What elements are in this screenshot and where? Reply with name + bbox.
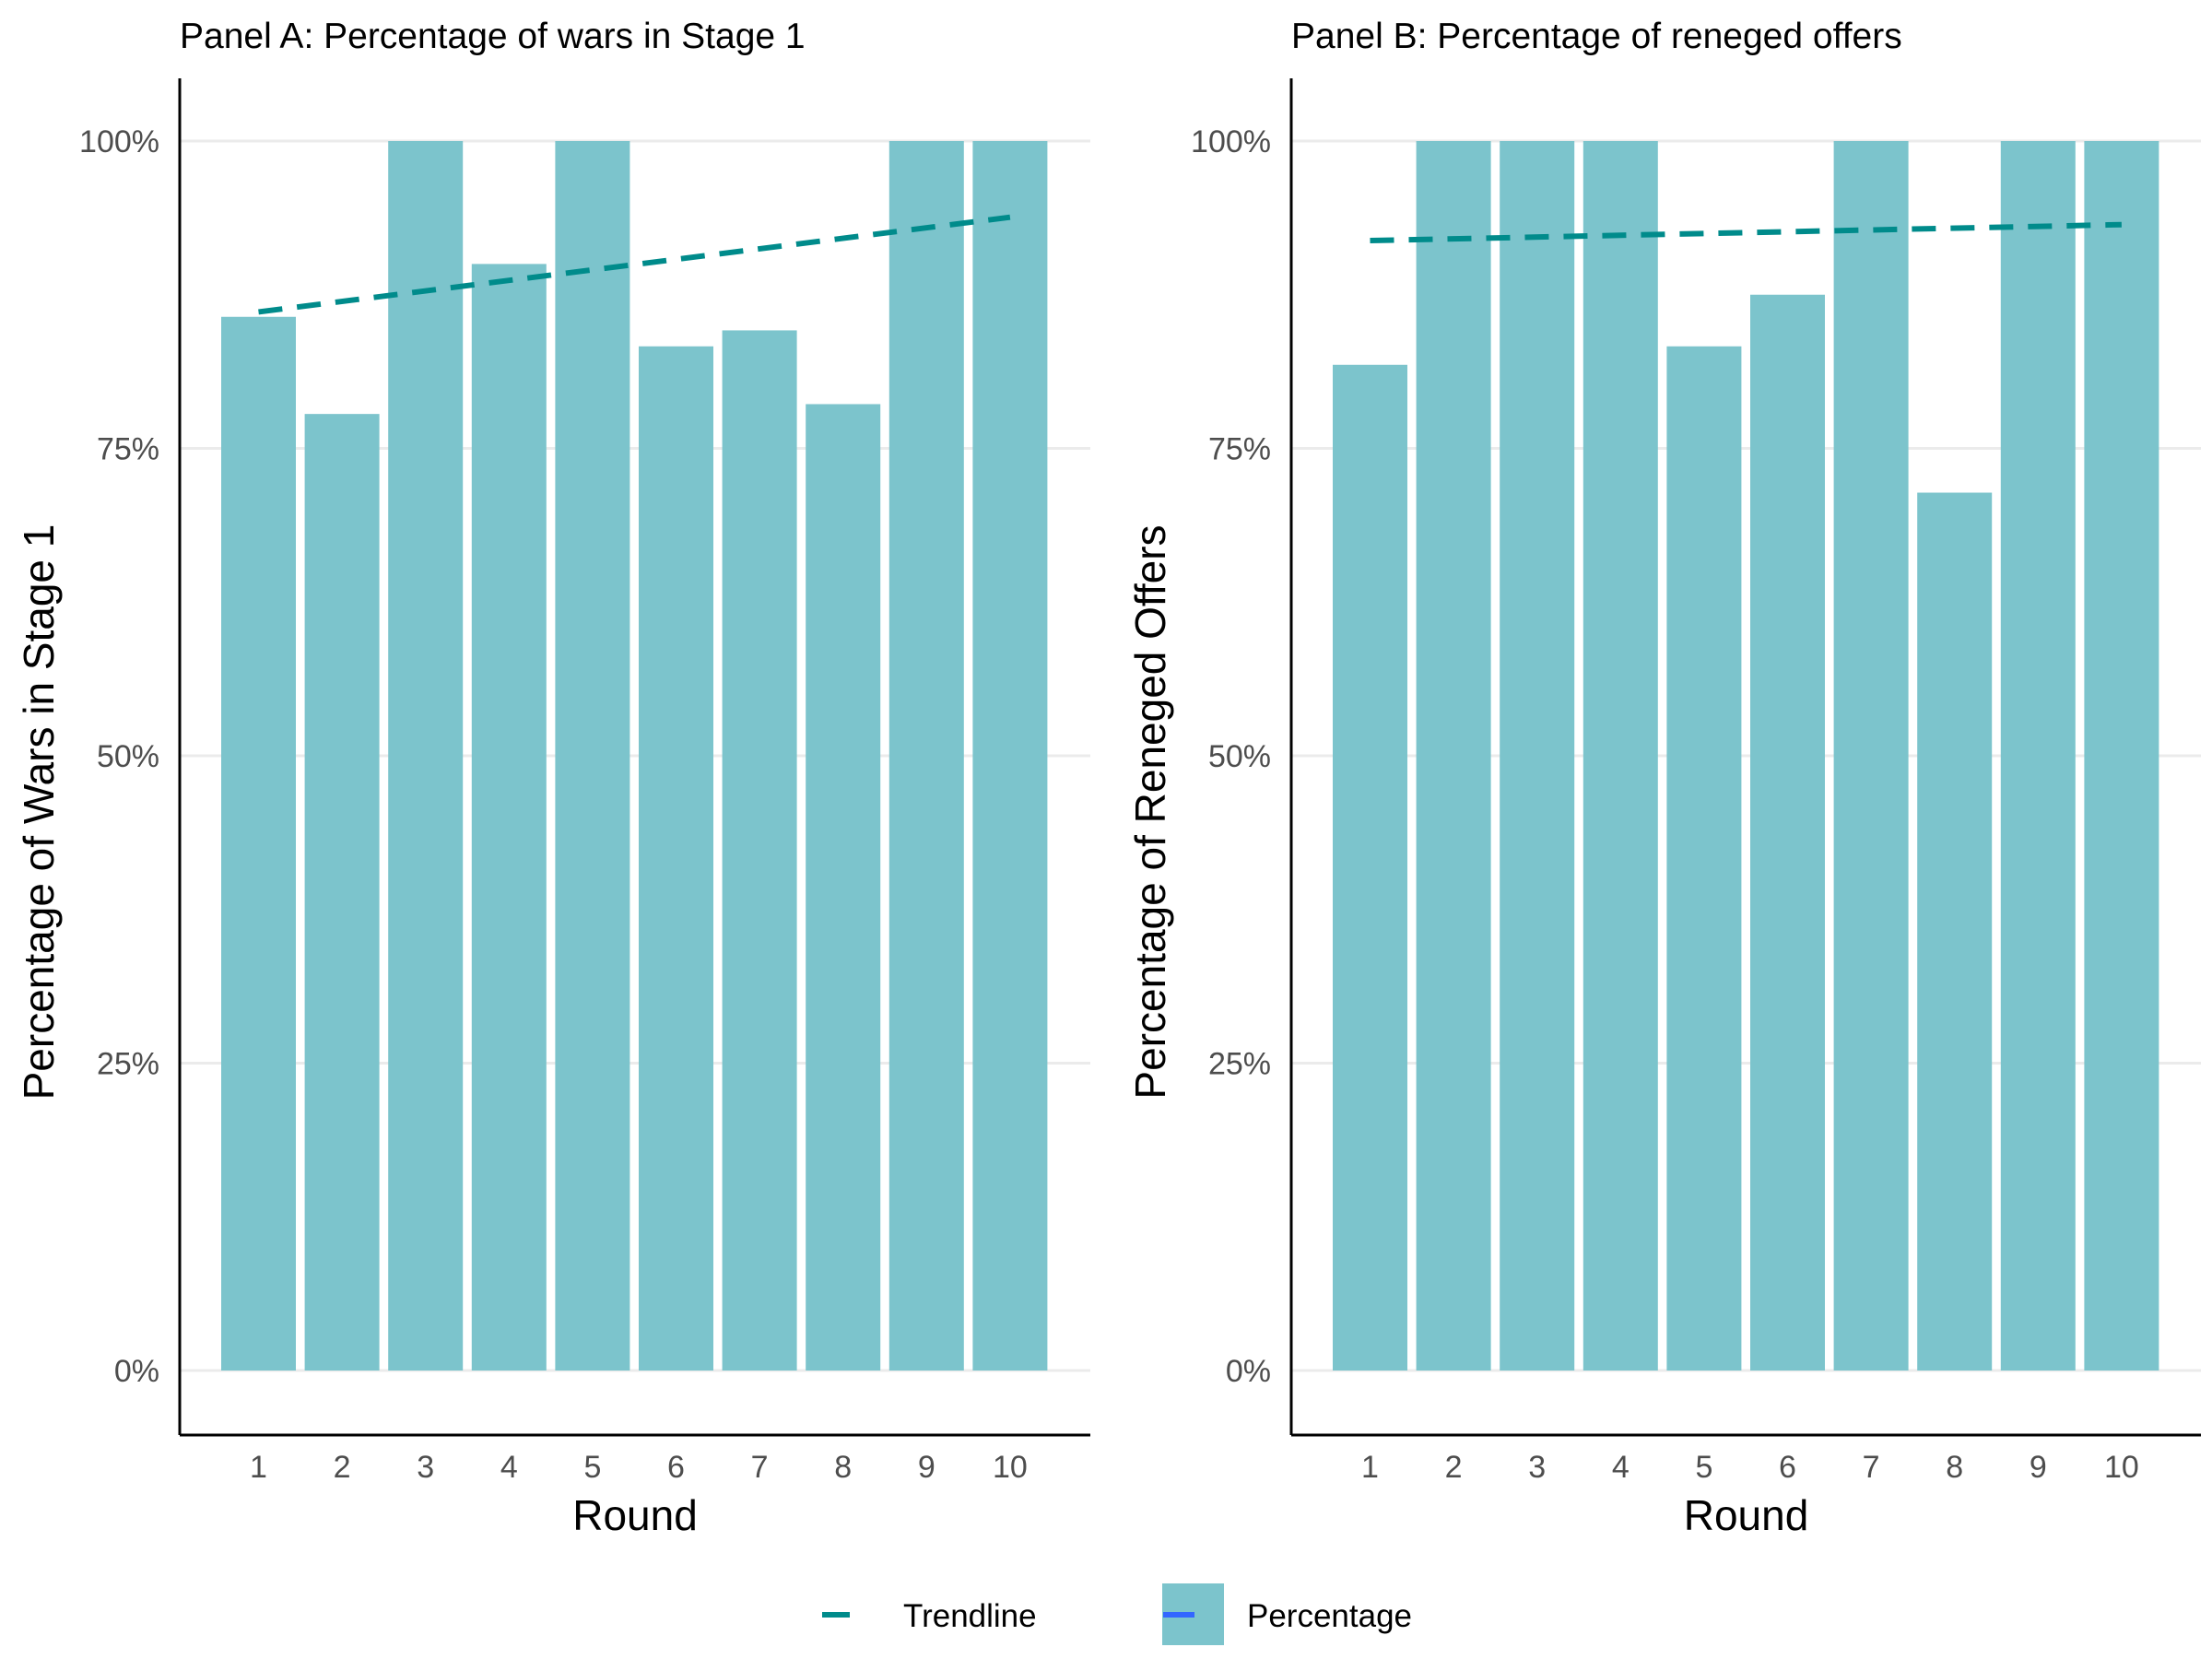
x-tick-label: 2 [334,1450,351,1485]
y-axis-title: Percentage of Reneged Offers [1126,524,1174,1099]
y-tick-label: 0% [114,1354,159,1389]
y-tick-label: 100% [1191,124,1271,159]
y-tick-label: 25% [1208,1047,1271,1082]
y-tick-label: 75% [97,432,159,467]
y-tick-label: 25% [97,1047,159,1082]
x-tick-label: 5 [583,1450,601,1485]
bar [1917,492,1993,1371]
bar [1583,141,1658,1371]
x-tick-label: 1 [1361,1450,1379,1485]
x-tick-label: 8 [1946,1450,1963,1485]
x-tick-label: 6 [667,1450,685,1485]
x-tick-label: 8 [834,1450,852,1485]
bar [806,404,881,1371]
y-tick-label: 50% [1208,739,1271,774]
bar [722,330,797,1371]
bar [1666,346,1742,1371]
y-tick-label: 100% [79,124,159,159]
bar [221,316,296,1371]
x-tick-label: 9 [2030,1450,2047,1485]
x-axis-title: Round [1684,1491,1809,1539]
x-tick-label: 3 [417,1450,434,1485]
x-tick-label: 3 [1528,1450,1546,1485]
legend-trendline-label: Trendline [903,1598,1037,1634]
x-tick-label: 4 [500,1450,518,1485]
bar [1833,141,1909,1371]
bar [471,264,547,1371]
bar [639,346,713,1371]
bar [1333,364,1407,1371]
bar [1416,141,1491,1371]
bar [888,141,964,1371]
panel-a: Panel A: Percentage of wars in Stage 1 0%… [15,17,1090,1539]
x-tick-label: 5 [1695,1450,1712,1485]
bar [2084,141,2159,1371]
bar [972,141,1048,1371]
bar [388,141,464,1371]
y-tick-label: 50% [97,739,159,774]
legend-percentage-label: Percentage [1247,1598,1412,1634]
y-tick-label: 0% [1226,1354,1271,1389]
bar [304,414,380,1371]
panel-b: Panel B: Percentage of reneged offers 0% 2… [1126,17,2201,1539]
trendline [1370,221,2122,244]
panel-title: Panel B: Percentage of reneged offers [1291,17,1902,56]
y-tick-label: 75% [1208,432,1271,467]
x-tick-label: 7 [1863,1450,1880,1485]
x-tick-label: 2 [1445,1450,1463,1485]
bar [1500,141,1575,1371]
x-tick-label: 10 [2104,1450,2139,1485]
bar [1750,294,1825,1371]
bar [2000,141,2076,1371]
y-axis-title: Percentage of Wars in Stage 1 [15,524,63,1100]
x-tick-label: 9 [918,1450,935,1485]
x-tick-label: 10 [993,1450,1028,1485]
x-tick-label: 1 [250,1450,267,1485]
panel-title: Panel A: Percentage of wars in Stage 1 [180,17,806,56]
x-axis-title: Round [572,1491,698,1539]
trendline [258,214,1011,315]
legend: Trendline Percentage [822,1583,1412,1645]
bar [555,141,630,1371]
x-tick-label: 6 [1779,1450,1796,1485]
x-tick-label: 7 [751,1450,769,1485]
x-tick-label: 4 [1612,1450,1630,1485]
